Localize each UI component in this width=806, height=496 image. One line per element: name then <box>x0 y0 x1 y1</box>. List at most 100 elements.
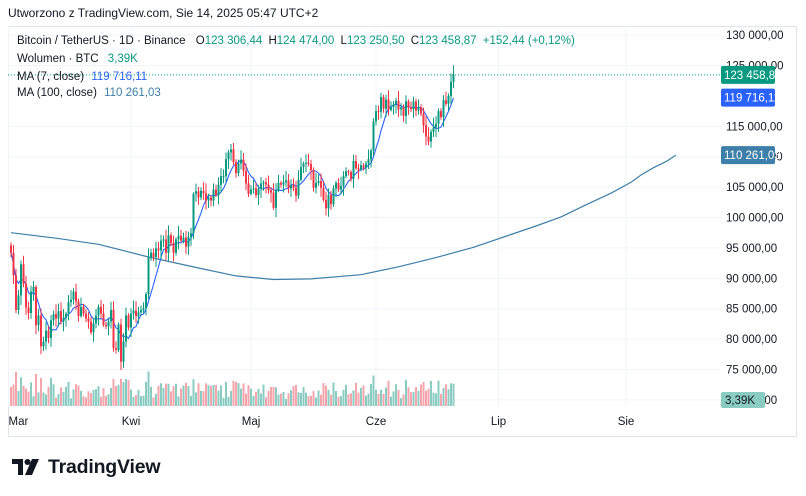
volume-bar <box>232 380 235 406</box>
volume-bar <box>392 391 395 406</box>
volume-bar <box>255 391 257 406</box>
candle-body <box>427 136 430 142</box>
candle-body <box>320 181 322 188</box>
candle-body <box>415 101 417 111</box>
x-tick-label: Kwi <box>122 416 141 428</box>
volume-bar <box>147 371 150 406</box>
candle-body <box>80 306 82 317</box>
candle-body <box>55 314 57 319</box>
volume-bar <box>22 385 25 406</box>
candle-body <box>252 188 255 190</box>
volume-bar <box>10 386 12 406</box>
volume-bar <box>95 389 97 406</box>
volume-bar <box>437 380 440 406</box>
candle-body <box>432 127 435 132</box>
candle-body <box>355 160 357 169</box>
candle-body <box>282 182 285 185</box>
candle-body <box>210 197 212 201</box>
volume-bar <box>382 393 385 406</box>
volume-bar <box>160 383 162 406</box>
candle-body <box>310 164 312 171</box>
candle-body <box>160 240 162 251</box>
volume-bar <box>345 384 347 406</box>
tradingview-logo[interactable]: TradingView <box>12 455 161 479</box>
candle-body <box>365 163 367 168</box>
volume-bar <box>332 382 335 406</box>
x-tick-label: Sie <box>618 416 635 428</box>
candle-body <box>237 163 240 174</box>
legend-volume[interactable]: Wolumen · BTC 3,39K <box>17 53 138 65</box>
candle-body <box>152 252 155 258</box>
candle-body <box>112 309 115 349</box>
candle-body <box>270 190 272 193</box>
last-price-badge <box>721 65 775 84</box>
candle-body <box>405 101 407 116</box>
candle-body <box>115 348 117 351</box>
candle-body <box>82 306 85 314</box>
candle-body <box>172 243 175 253</box>
volume-bar <box>412 391 415 406</box>
candle-body <box>387 99 390 110</box>
candle-body <box>92 323 95 333</box>
candle-body <box>440 111 442 118</box>
volume-bar <box>252 395 255 406</box>
volume-bar <box>342 389 345 406</box>
candle-body <box>375 111 377 122</box>
volume-bar <box>190 395 192 406</box>
ma7-line <box>10 97 455 340</box>
candle-body <box>47 330 50 338</box>
ma7-value-badge <box>721 88 775 107</box>
candle-body <box>215 189 217 196</box>
volume-bar <box>415 387 417 406</box>
candle-body <box>77 301 80 317</box>
candle-body <box>222 176 225 178</box>
candle-body <box>60 311 62 322</box>
volume-bar <box>287 393 290 406</box>
volume-bar <box>225 381 227 406</box>
candle-body <box>402 107 405 116</box>
volume-bar <box>92 390 95 406</box>
candle-body <box>155 248 157 258</box>
volume-bar <box>295 384 297 406</box>
volume-bar <box>107 394 110 406</box>
candle-body <box>260 183 262 189</box>
candle-body <box>350 171 352 179</box>
legend-ma100[interactable]: MA (100, close) 110 261,03 <box>17 87 161 99</box>
candle-body <box>102 313 105 326</box>
candle-body <box>380 97 382 112</box>
volume-bar <box>15 371 17 406</box>
last-price-label: 123 458,87 <box>724 70 782 82</box>
volume-bar <box>275 387 277 406</box>
candle-body <box>345 171 347 177</box>
volume-bar <box>192 379 195 406</box>
volume-bar <box>242 383 245 406</box>
volume-bar <box>62 392 65 406</box>
candle-body <box>242 159 245 171</box>
volume-bar <box>25 388 27 406</box>
candle-body <box>377 111 380 113</box>
legend-open-key: O <box>195 35 205 47</box>
candle-body <box>15 275 17 310</box>
legend-ma7[interactable]: MA (7, close) 119 716,11 <box>17 71 147 83</box>
candle-body <box>110 309 112 322</box>
candle-body <box>250 189 252 194</box>
volume-bar <box>215 384 217 406</box>
volume-bar <box>117 384 120 406</box>
candle-body <box>95 315 97 324</box>
volume-bar <box>445 384 447 406</box>
candle-body <box>442 100 445 118</box>
candle-body <box>255 188 257 196</box>
legend-symbol[interactable]: Bitcoin / TetherUS · 1D · Binance <box>17 35 186 47</box>
candle-body <box>107 321 110 327</box>
volume-bar <box>42 392 45 406</box>
volume-bar <box>240 388 242 406</box>
volume-bar <box>265 397 267 406</box>
candle-body <box>437 111 440 124</box>
y-tick-label: 80 000,00 <box>726 334 777 346</box>
logo-text: TradingView <box>48 455 161 478</box>
volume-bar <box>365 395 367 406</box>
volume-bar <box>122 382 125 406</box>
candle-body <box>302 163 305 168</box>
volume-bar <box>65 386 67 406</box>
